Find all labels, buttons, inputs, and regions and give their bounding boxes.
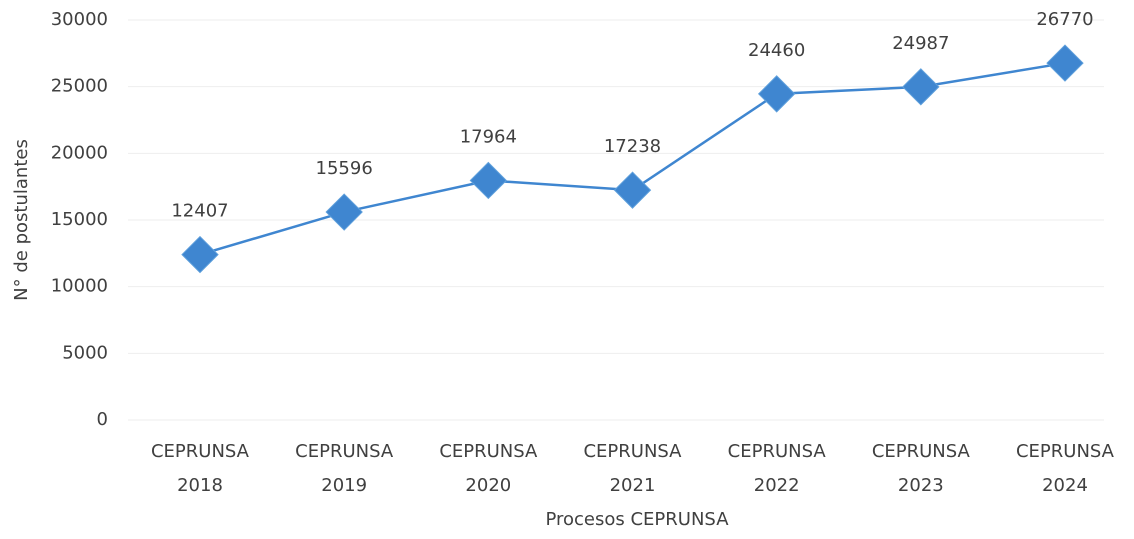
x-tick-label: CEPRUNSA 2020 bbox=[439, 441, 538, 496]
marker bbox=[469, 161, 508, 200]
data-label: 26770 bbox=[1036, 9, 1093, 30]
y-tick-label: 0 bbox=[97, 409, 108, 430]
y-tick-label: 25000 bbox=[51, 76, 108, 97]
y-tick-label: 20000 bbox=[51, 142, 108, 163]
data-label: 15596 bbox=[316, 158, 373, 179]
data-label: 17238 bbox=[604, 136, 661, 157]
marker bbox=[757, 75, 796, 113]
y-tick-label: 10000 bbox=[51, 276, 108, 297]
x-tick-label: CEPRUNSA 2019 bbox=[295, 441, 394, 496]
data-label: 12407 bbox=[171, 201, 228, 222]
y-tick-label: 30000 bbox=[51, 9, 108, 30]
x-tick-label: CEPRUNSA 2018 bbox=[151, 441, 250, 496]
y-tick-label: 15000 bbox=[51, 209, 108, 230]
data-label: 24460 bbox=[748, 40, 805, 61]
data-label: 24987 bbox=[892, 33, 949, 54]
y-tick-label: 5000 bbox=[62, 342, 108, 363]
x-tick-label: CEPRUNSA 2024 bbox=[1016, 441, 1115, 496]
marker bbox=[181, 235, 219, 274]
x-tick-label: CEPRUNSA 2021 bbox=[583, 441, 682, 496]
x-tick-label: CEPRUNSA 2023 bbox=[872, 441, 971, 496]
marker bbox=[613, 171, 652, 209]
marker bbox=[1046, 44, 1084, 82]
marker bbox=[902, 68, 940, 106]
marker bbox=[325, 193, 363, 231]
y-axis-title: N° de postulantes bbox=[11, 139, 32, 301]
x-axis-title: Procesos CEPRUNSA bbox=[545, 509, 729, 530]
x-tick-label: CEPRUNSA 2022 bbox=[728, 441, 827, 496]
data-label: 17964 bbox=[460, 126, 517, 147]
